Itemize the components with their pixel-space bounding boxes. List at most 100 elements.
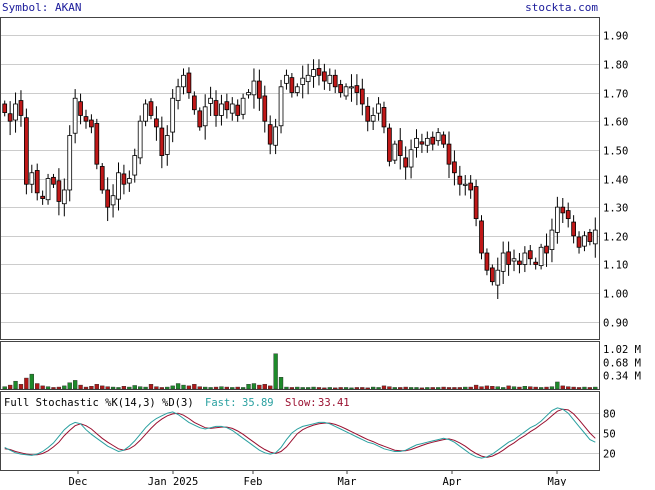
candle-body (284, 74, 289, 84)
candle-body (294, 86, 300, 93)
volume-bar (175, 383, 181, 390)
candle (587, 228, 593, 246)
candle-body (2, 103, 8, 113)
candle (229, 97, 235, 121)
price-axis-ticks: 0.90 1.00 1.10 1.20 1.30 1.40 1.50 1.60 1.70 1.80… (603, 31, 628, 330)
candle (78, 93, 83, 125)
candle (143, 99, 148, 127)
volume-bar (181, 384, 186, 390)
volume-bar (441, 386, 446, 390)
volume-bar (571, 386, 576, 390)
candle (435, 128, 441, 146)
candle (294, 83, 300, 97)
volume-bar (528, 386, 533, 390)
candle (72, 89, 78, 144)
candle-body (506, 251, 511, 265)
volume-bar (468, 386, 473, 390)
candle-body (565, 210, 571, 220)
candle-body (424, 137, 430, 146)
candle-body (251, 80, 257, 96)
volume-bar (479, 386, 484, 390)
volume-bar (56, 386, 62, 390)
candle (29, 164, 35, 194)
volume-bar (517, 386, 522, 390)
stochastic-tick-label: 50 (603, 429, 616, 441)
x-tick-label: Jan 2025 (148, 476, 199, 486)
volume-bar (289, 387, 295, 390)
candle (289, 73, 295, 98)
slow-label: Slow: (285, 397, 317, 409)
volume-bar (132, 385, 137, 390)
volume-bar (473, 384, 479, 390)
candle-body (555, 206, 560, 233)
candle (116, 162, 121, 211)
volume-bar (387, 386, 392, 390)
candle-body (354, 85, 360, 93)
volume-bar (457, 387, 462, 390)
stochastic-axis-ticks: 20 50 80 (603, 409, 616, 461)
candle (246, 89, 251, 99)
volume-tick-label: 1.02 M (603, 344, 641, 356)
candle-body (332, 74, 338, 88)
candle (94, 118, 100, 170)
candle (571, 215, 576, 244)
volume-bar (159, 387, 164, 390)
volume-bar (78, 384, 83, 390)
volume-bar (566, 386, 571, 390)
candle-body (105, 189, 111, 208)
candle (99, 163, 105, 194)
candle-body (78, 101, 83, 116)
candle (219, 94, 224, 126)
volume-bar (7, 384, 13, 390)
volume-bar (354, 387, 360, 390)
candle (126, 170, 132, 192)
candle-body (159, 127, 165, 156)
volume-bar (219, 386, 224, 390)
candle (240, 93, 246, 120)
candle (311, 59, 316, 88)
candle-body (452, 161, 457, 174)
candle (175, 78, 181, 110)
candle (544, 233, 549, 267)
stochastic-tick-label: 20 (603, 449, 616, 461)
candle (582, 231, 587, 252)
candle (56, 168, 62, 216)
candle (381, 101, 387, 134)
volume-bar (251, 383, 257, 390)
candle (24, 108, 29, 195)
candle (517, 253, 522, 274)
volume-bar (495, 386, 500, 390)
volume-bar (360, 387, 365, 390)
candle (181, 68, 186, 95)
candle-body (289, 77, 295, 93)
candle-body (511, 258, 517, 262)
volume-bar (35, 383, 40, 390)
volume-bar (436, 387, 441, 390)
candle-body (219, 103, 224, 116)
volume-bar (349, 387, 354, 390)
candle (462, 175, 468, 196)
candle (251, 68, 257, 109)
candle-body (300, 77, 306, 85)
fast-label: Fast: (205, 397, 237, 409)
candle (538, 243, 544, 270)
candle-body (457, 175, 463, 185)
price-tick-label: 1.00 (603, 289, 628, 301)
candle (527, 244, 533, 266)
candle (506, 241, 511, 276)
fast-line (4, 407, 596, 459)
candle (267, 115, 273, 155)
candle (522, 246, 528, 273)
candle-body (121, 173, 127, 185)
volume-bar (192, 384, 197, 390)
candle (419, 133, 425, 153)
candle-body (197, 110, 203, 128)
candle (121, 164, 127, 195)
volume-bar (197, 386, 202, 390)
candle (327, 68, 333, 91)
candle-body (191, 95, 197, 111)
volume-bar (268, 385, 273, 390)
candle-body (527, 250, 533, 260)
volume-panel: 0.34 M 0.68 M1.02 M (0, 341, 641, 390)
